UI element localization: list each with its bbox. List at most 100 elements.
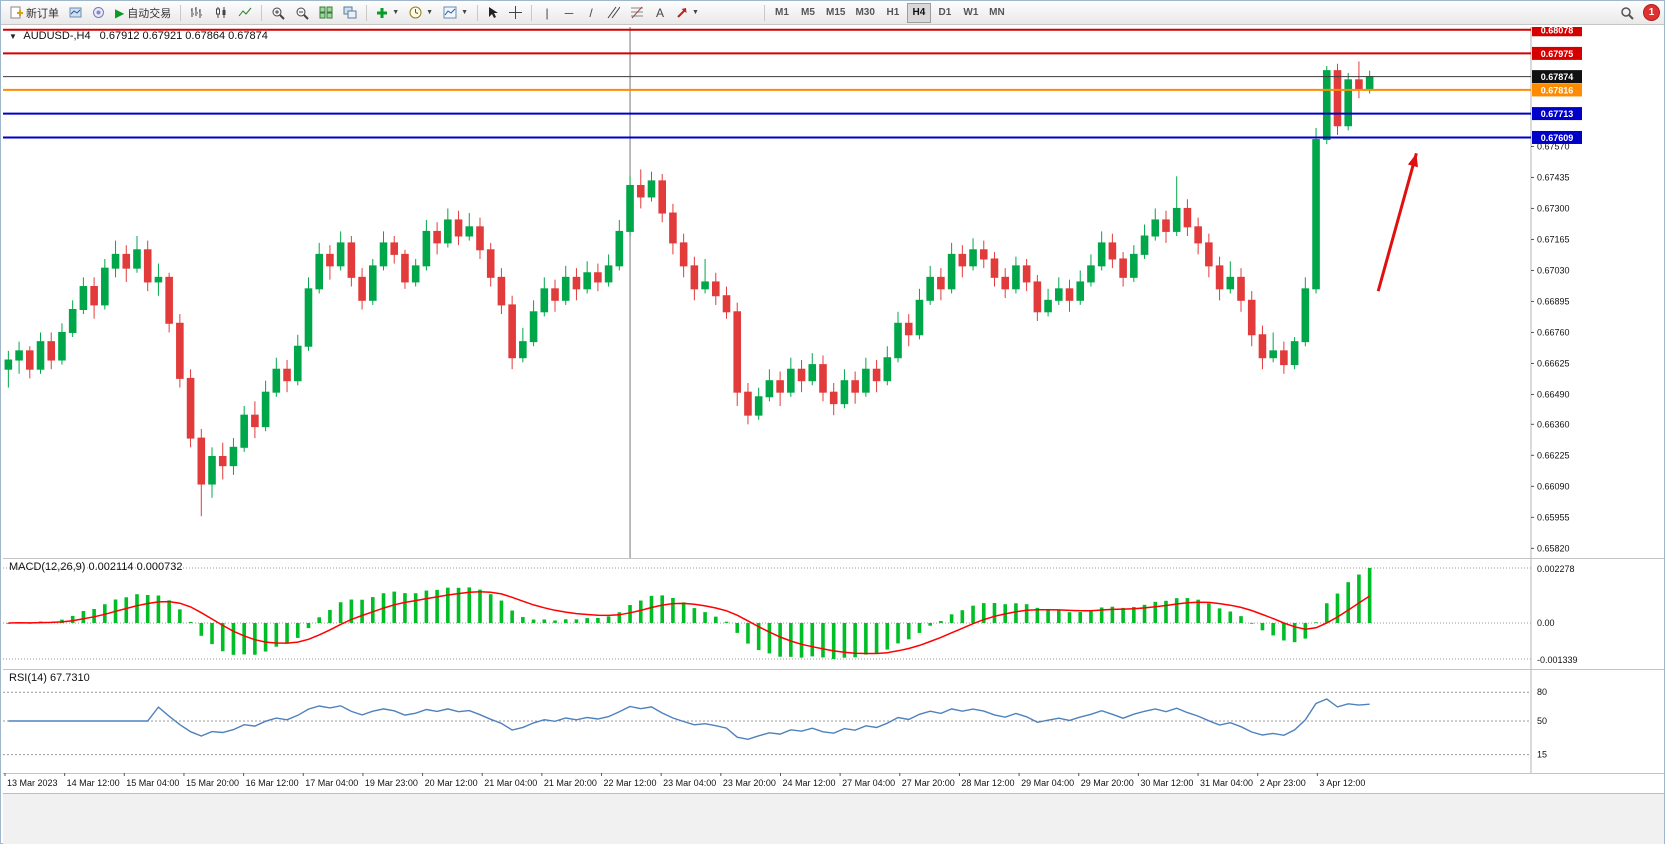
fibonacci-icon [631, 6, 644, 19]
svg-text:0.66090: 0.66090 [1537, 481, 1570, 491]
chevron-down-icon: ▼ [392, 9, 400, 16]
svg-text:2 Apr 23:00: 2 Apr 23:00 [1260, 778, 1306, 788]
timeframe-m5[interactable]: M5 [796, 3, 820, 23]
time-axis[interactable]: 13 Mar 2023 14 Mar 12:00 15 Mar 04:00 15 Ma… [3, 773, 1664, 793]
svg-text:24 Mar 12:00: 24 Mar 12:00 [782, 778, 835, 788]
zoom-in-button[interactable] [267, 3, 289, 23]
svg-text:15: 15 [1537, 750, 1547, 760]
chevron-down-icon: ▼ [692, 9, 699, 16]
macd-label: MACD(12,26,9) 0.002114 0.000732 [9, 561, 183, 573]
cascade-windows-button[interactable] [339, 3, 361, 23]
auto-trading-button[interactable]: ▶ 自动交易 [111, 3, 175, 23]
notification-badge[interactable]: 1 [1643, 4, 1660, 21]
svg-text:0.67435: 0.67435 [1537, 172, 1570, 182]
rsi-label: RSI(14) 67.7310 [9, 672, 90, 684]
chart-title: ▼ AUDUSD-,H4 0.67912 0.67921 0.67864 0.6… [9, 30, 268, 42]
svg-text:50: 50 [1537, 716, 1547, 726]
search-button[interactable] [1616, 3, 1638, 23]
timeframe-m1[interactable]: M1 [770, 3, 794, 23]
svg-text:14 Mar 12:00: 14 Mar 12:00 [67, 778, 120, 788]
svg-text:0.67165: 0.67165 [1537, 234, 1570, 244]
navigator-icon [93, 7, 104, 18]
line-chart-button[interactable] [234, 3, 256, 23]
svg-text:0.67816: 0.67816 [1541, 85, 1574, 95]
template-icon [443, 6, 457, 19]
main-price-chart[interactable]: 0.67570 0.67435 0.67300 0.67165 0.67030 0.668… [3, 27, 1664, 558]
text-tool-button[interactable]: A [650, 3, 670, 23]
text-icon: A [656, 5, 665, 20]
svg-text:0.66490: 0.66490 [1537, 389, 1570, 399]
timeframe-mn[interactable]: MN [985, 3, 1009, 23]
arrows-tool-button[interactable]: ▼ [672, 3, 703, 23]
candlestick-chart-button[interactable] [210, 3, 232, 23]
tile-windows-icon [319, 6, 333, 19]
horizontal-line-tool-button[interactable]: ─ [559, 3, 579, 23]
svg-text:17 Mar 04:00: 17 Mar 04:00 [305, 778, 358, 788]
bar-chart-button[interactable] [186, 3, 208, 23]
toolbar-separator [366, 4, 368, 21]
svg-text:0.65955: 0.65955 [1537, 512, 1570, 522]
zoom-out-button[interactable] [291, 3, 313, 23]
svg-text:13 Mar 2023: 13 Mar 2023 [7, 778, 58, 788]
svg-text:21 Mar 20:00: 21 Mar 20:00 [544, 778, 597, 788]
svg-text:0.66360: 0.66360 [1537, 419, 1570, 429]
svg-text:15 Mar 04:00: 15 Mar 04:00 [126, 778, 179, 788]
bar-chart-icon [191, 7, 203, 18]
tile-windows-button[interactable] [315, 3, 337, 23]
svg-text:15 Mar 20:00: 15 Mar 20:00 [186, 778, 239, 788]
arrow-tool-icon [677, 7, 687, 18]
new-order-button[interactable]: 新订单 [6, 3, 63, 23]
chevron-down-icon: ▼ [461, 9, 469, 16]
svg-text:0.67975: 0.67975 [1541, 49, 1574, 59]
line-chart-icon [238, 7, 252, 17]
crosshair-button[interactable] [505, 3, 526, 23]
svg-text:3 Apr 12:00: 3 Apr 12:00 [1319, 778, 1365, 788]
add-indicator-button[interactable]: ▼ [372, 3, 403, 23]
svg-text:28 Mar 12:00: 28 Mar 12:00 [961, 778, 1014, 788]
svg-text:0.002278: 0.002278 [1537, 564, 1575, 574]
macd-panel[interactable]: 0.002278 0.00 -0.001339 [3, 558, 1664, 669]
trendline-tool-button[interactable]: / [581, 3, 601, 23]
market-watch-button[interactable] [65, 3, 86, 23]
timeframe-h1[interactable]: H1 [881, 3, 905, 23]
svg-text:20 Mar 12:00: 20 Mar 12:00 [425, 778, 478, 788]
templates-button[interactable]: ▼ [439, 3, 472, 23]
svg-text:0.67609: 0.67609 [1541, 133, 1574, 143]
search-icon [1621, 6, 1634, 20]
timeframe-m15[interactable]: M15 [822, 3, 849, 23]
market-watch-icon [69, 7, 82, 18]
toolbar-separator [477, 4, 479, 21]
fibonacci-tool-button[interactable] [626, 3, 648, 23]
timeframe-m30[interactable]: M30 [851, 3, 878, 23]
chart-menu-arrow-icon[interactable]: ▼ [9, 32, 17, 41]
auto-trading-icon: ▶ [115, 5, 125, 20]
timeframe-d1[interactable]: D1 [933, 3, 957, 23]
periods-button[interactable]: ▼ [405, 3, 437, 23]
timeframe-w1[interactable]: W1 [959, 3, 983, 23]
timeframe-h4[interactable]: H4 [906, 2, 931, 23]
svg-text:0.67570: 0.67570 [1537, 141, 1570, 151]
svg-text:29 Mar 04:00: 29 Mar 04:00 [1021, 778, 1074, 788]
new-order-label: 新订单 [26, 7, 59, 20]
add-indicator-icon [377, 7, 388, 18]
cursor-button[interactable] [483, 3, 503, 23]
svg-text:0.67300: 0.67300 [1537, 203, 1570, 213]
svg-text:30 Mar 12:00: 30 Mar 12:00 [1140, 778, 1193, 788]
svg-text:0.67874: 0.67874 [1541, 72, 1574, 82]
svg-text:0.66760: 0.66760 [1537, 327, 1570, 337]
rsi-panel[interactable]: 80 50 15 [3, 669, 1664, 773]
vertical-line-icon: | [545, 5, 549, 20]
svg-text:19 Mar 23:00: 19 Mar 23:00 [365, 778, 418, 788]
svg-text:31 Mar 04:00: 31 Mar 04:00 [1200, 778, 1253, 788]
channel-tool-button[interactable] [603, 3, 624, 23]
toolbar-separator [180, 4, 182, 21]
zoom-out-icon [296, 7, 309, 20]
vertical-line-tool-button[interactable]: | [537, 3, 557, 23]
svg-text:23 Mar 04:00: 23 Mar 04:00 [663, 778, 716, 788]
svg-text:0.68078: 0.68078 [1541, 27, 1574, 35]
svg-text:29 Mar 20:00: 29 Mar 20:00 [1081, 778, 1134, 788]
toolbar: 新订单 ▶ 自动交易 [1, 1, 1664, 25]
navigator-button[interactable] [88, 3, 109, 23]
svg-text:0.67713: 0.67713 [1541, 109, 1574, 119]
